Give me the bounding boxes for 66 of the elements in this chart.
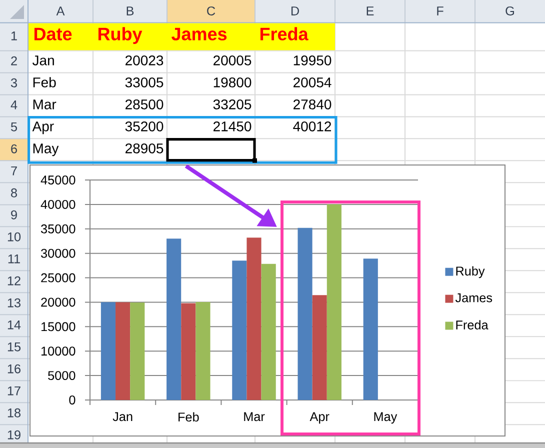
text: 20005 — [214, 55, 252, 66]
text: 35200 — [125, 121, 164, 132]
y-tick-label: 35000 — [41, 224, 76, 234]
text: 33205 — [213, 99, 252, 110]
y-tick-label: 30000 — [41, 248, 76, 258]
text: 7 — [11, 166, 17, 176]
category-label: Feb — [33, 77, 56, 88]
text: Freda — [260, 27, 308, 40]
text: 18 — [8, 408, 21, 418]
text: 16 — [8, 364, 20, 374]
y-tick-label: 5000 — [48, 371, 76, 380]
text: 2 — [11, 56, 17, 66]
text: C — [207, 6, 216, 16]
y-tick-label: 0 — [69, 396, 76, 404]
text: 1 — [11, 32, 17, 40]
y-tick-label: 15000 — [41, 322, 76, 332]
legend-label: Freda — [456, 320, 488, 330]
category-label: Jan — [32, 56, 54, 66]
text: A — [56, 6, 65, 16]
text: 19800 — [214, 77, 252, 88]
x-tick-label: May — [374, 412, 398, 424]
x-tick-label: Apr — [310, 412, 330, 424]
text: 6 — [11, 144, 17, 154]
text: 19950 — [294, 55, 332, 66]
text: 27840 — [294, 99, 332, 110]
text: 40012 — [293, 121, 332, 132]
text: 14 — [8, 320, 21, 330]
x-tick-label: Feb — [178, 412, 199, 422]
y-tick-label: 10000 — [41, 346, 76, 356]
y-tick-label: 25000 — [41, 273, 76, 282]
category-label: Apr — [32, 122, 54, 134]
text: F — [437, 6, 444, 16]
x-tick-label: Mar — [244, 412, 265, 422]
text: Ruby — [98, 27, 142, 44]
text: 21450 — [214, 121, 252, 132]
text: D — [291, 6, 299, 16]
text: 13 — [8, 298, 20, 308]
y-tick-label: 20000 — [41, 298, 76, 307]
text: 20054 — [294, 77, 332, 88]
text: 15 — [8, 342, 21, 352]
text: 9 — [11, 210, 17, 220]
text: Date — [34, 28, 72, 40]
text: 10 — [8, 232, 21, 242]
category-label: May — [33, 144, 59, 156]
text: 28500 — [126, 99, 164, 110]
text: 28905 — [126, 143, 164, 154]
text: 8 — [11, 188, 17, 198]
y-tick-label: 40000 — [40, 200, 76, 209]
text: 12 — [8, 276, 20, 286]
text: 11 — [8, 254, 20, 264]
x-tick-label: Jan — [112, 412, 132, 422]
legend-label: James — [455, 293, 492, 302]
text: 33005 — [125, 77, 164, 88]
text: G — [506, 6, 514, 16]
text: 17 — [8, 386, 20, 396]
text: James — [172, 28, 227, 40]
text: E — [366, 6, 374, 16]
category-label: Mar — [33, 100, 56, 110]
text: B — [126, 6, 134, 16]
legend-label: Ruby — [456, 266, 485, 278]
text: 5 — [10, 122, 18, 132]
y-tick-label: 45000 — [40, 176, 76, 184]
text: 20023 — [126, 55, 164, 66]
text: 4 — [10, 100, 18, 110]
text: 19 — [8, 430, 20, 440]
text: 3 — [10, 78, 17, 88]
